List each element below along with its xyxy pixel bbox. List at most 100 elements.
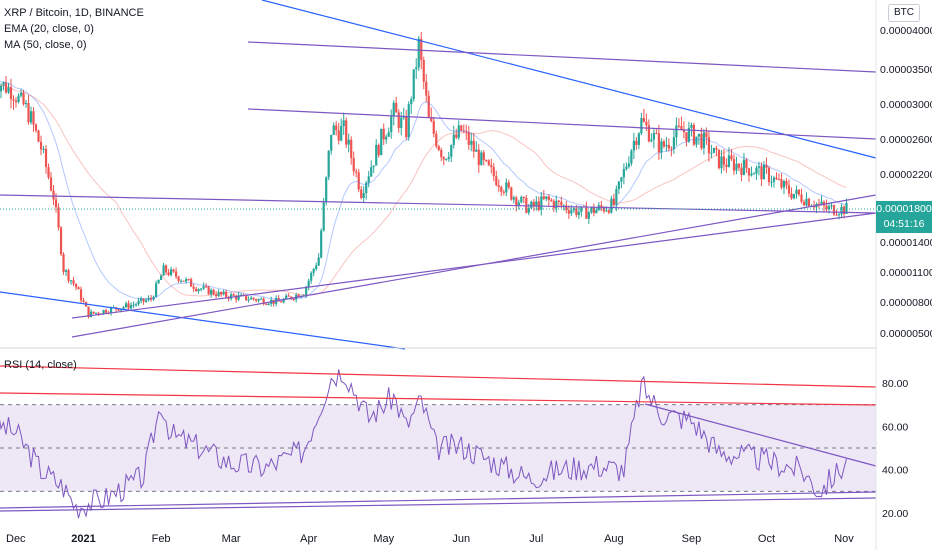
- ma-legend[interactable]: MA (50, close, 0): [4, 39, 87, 51]
- rsi-tick-label: 40.00: [882, 465, 908, 477]
- candle-body: [152, 296, 155, 300]
- price-axis[interactable]: 0.00004000 0.00003500 0.00003000 0.00002600…: [880, 25, 932, 340]
- candle-body: [39, 141, 43, 150]
- price-tick-label: 0.00004000: [880, 25, 932, 37]
- candle-body: [592, 207, 595, 214]
- candle-body: [475, 149, 478, 152]
- candle-body: [252, 297, 255, 300]
- candle-body: [122, 307, 125, 309]
- candle-body: [710, 152, 713, 154]
- candle-body: [305, 286, 308, 296]
- candle-body: [635, 140, 638, 145]
- candle-body: [430, 117, 433, 122]
- time-axis[interactable]: Dec 2021 Feb Mar Apr May Jun Jul Aug Sep Oct Nov: [6, 533, 854, 545]
- candle-body: [645, 121, 648, 126]
- candle-body: [24, 102, 28, 105]
- time-tick-label: Jun: [452, 533, 470, 545]
- rsi-legend[interactable]: RSI (14, close): [4, 359, 77, 371]
- candle-body: [657, 133, 660, 153]
- candle-body: [720, 156, 723, 169]
- candle-body: [12, 99, 15, 101]
- ma-50-line: [0, 84, 847, 297]
- candle-body: [167, 272, 170, 275]
- candle-body: [707, 137, 711, 154]
- candle-body: [222, 291, 225, 295]
- candle-body: [805, 198, 808, 206]
- candle-body: [567, 210, 570, 214]
- candle-body: [445, 158, 448, 160]
- candle-body: [337, 130, 340, 141]
- candle-body: [325, 177, 328, 203]
- candle-body: [0, 85, 3, 92]
- candle-body: [775, 177, 778, 180]
- candle-body: [74, 283, 78, 288]
- candle-body: [362, 193, 365, 198]
- candle-body: [370, 167, 373, 177]
- time-tick-label: May: [373, 533, 394, 545]
- candle-body: [402, 116, 405, 118]
- candle-body: [132, 304, 135, 306]
- candle-body: [492, 167, 495, 177]
- candle-body: [197, 289, 200, 292]
- candle-body: [790, 193, 793, 199]
- symbol-legend[interactable]: XRP / Bitcoin, 1D, BINANCE: [4, 7, 144, 19]
- currency-badge[interactable]: BTC: [888, 4, 920, 22]
- candle-body: [277, 298, 280, 302]
- candle-body: [505, 182, 508, 193]
- candle-body: [322, 202, 325, 231]
- candle-body: [395, 102, 398, 113]
- candle-body: [97, 312, 100, 314]
- candle-body: [817, 203, 821, 205]
- candle-body: [820, 201, 823, 204]
- rsi-axis[interactable]: 80.00 60.00 40.00 20.00: [882, 378, 908, 520]
- candle-body: [642, 118, 645, 122]
- candle-body: [2, 82, 5, 86]
- candle-body: [800, 194, 803, 202]
- candle-body: [185, 279, 188, 282]
- candle-body: [352, 158, 355, 172]
- candle-body: [542, 196, 545, 199]
- candle-body: [169, 269, 173, 275]
- candle-body: [387, 132, 390, 137]
- last-price-value: 0.00001800: [876, 203, 932, 215]
- trend-line: [0, 291, 406, 350]
- time-tick-label: Apr: [300, 533, 317, 545]
- candle-body: [732, 159, 736, 171]
- candle-body: [825, 205, 828, 210]
- candle-body: [365, 182, 368, 194]
- candle-body: [580, 206, 583, 212]
- candle-body: [280, 301, 283, 303]
- candle-body: [19, 92, 23, 96]
- candle-body: [180, 280, 183, 282]
- candle-body: [89, 311, 93, 318]
- candle-body: [740, 167, 743, 175]
- candle-body: [94, 312, 98, 314]
- ema-legend[interactable]: EMA (20, close, 0): [4, 23, 94, 35]
- candle-body: [330, 134, 333, 151]
- candle-body: [332, 125, 335, 135]
- candle-body: [695, 136, 698, 145]
- candle-body: [760, 166, 763, 180]
- candle-body: [37, 130, 40, 142]
- candle-body: [267, 303, 270, 305]
- candle-body: [52, 190, 55, 200]
- candle-body: [292, 298, 295, 300]
- candle-body: [190, 279, 193, 287]
- price-panel[interactable]: [0, 0, 877, 350]
- candle-body: [687, 127, 691, 142]
- candle-body: [177, 276, 180, 281]
- candle-body: [610, 198, 613, 213]
- candle-body: [625, 166, 628, 169]
- candle-body: [27, 102, 30, 123]
- candle-body: [780, 179, 783, 188]
- candle-body: [357, 172, 360, 190]
- candle-body: [770, 181, 773, 183]
- candle-body: [487, 160, 490, 166]
- candle-body: [637, 133, 640, 145]
- rsi-panel[interactable]: [0, 365, 877, 519]
- candle-body: [440, 149, 443, 158]
- candle-body: [472, 140, 475, 152]
- rsi-tick-label: 80.00: [882, 378, 908, 390]
- candle-body: [812, 206, 816, 208]
